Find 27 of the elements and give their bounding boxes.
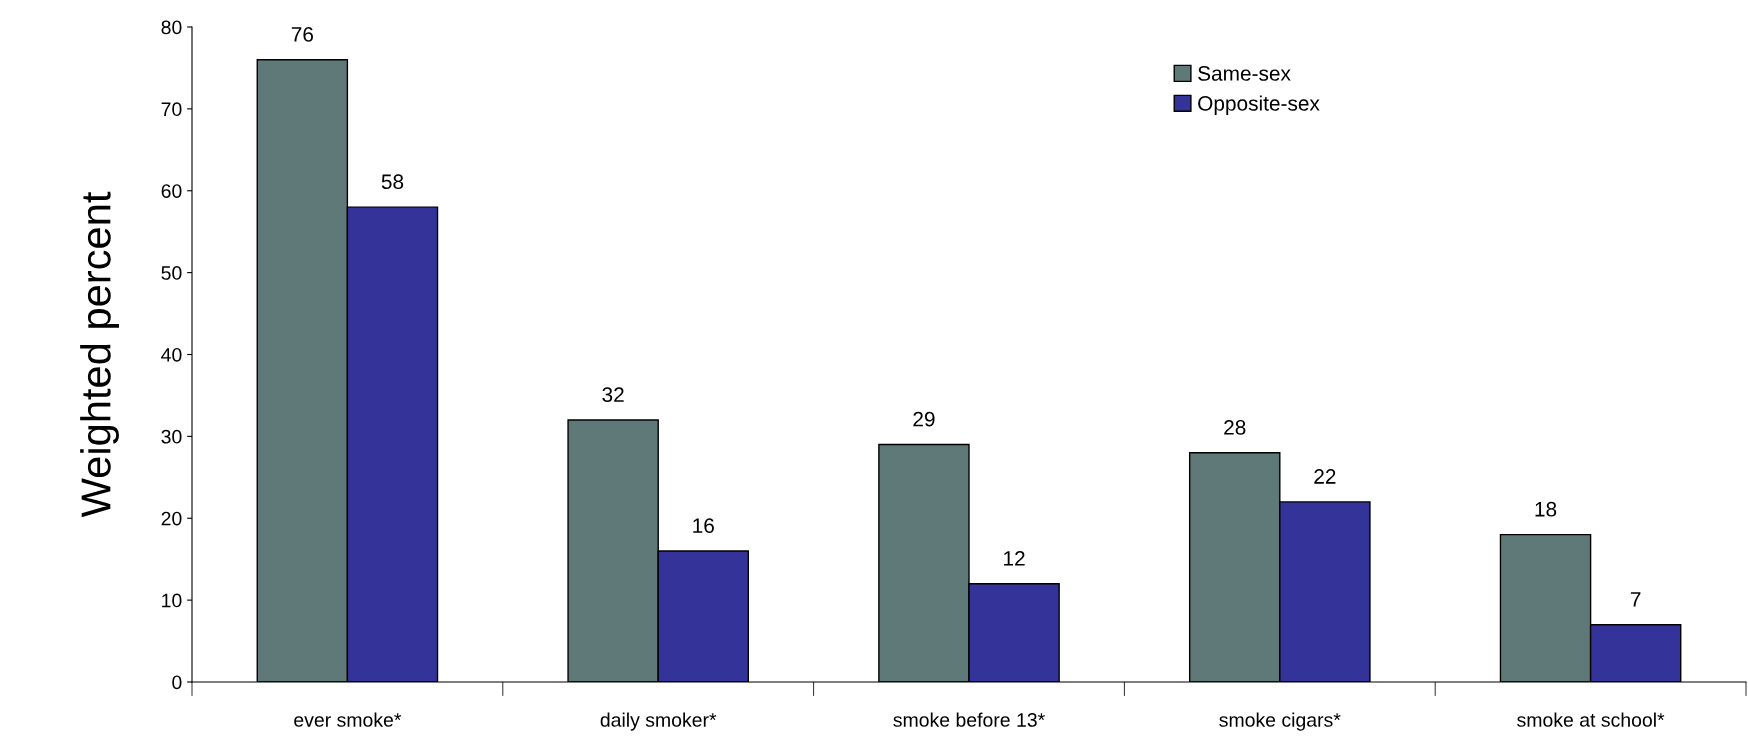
- x-tick-label: smoke cigars*: [1219, 712, 1341, 731]
- data-label: 18: [1535, 501, 1557, 517]
- x-tick-label: ever smoke*: [294, 712, 402, 727]
- data-label: 32: [602, 387, 624, 402]
- y-tick-label: 0: [172, 675, 182, 690]
- y-tick-label: 70: [161, 102, 182, 117]
- x-tick-label: smoke before 13*: [893, 712, 1045, 727]
- x-tick-label: daily smoker*: [600, 712, 717, 731]
- data-label: 29: [913, 411, 935, 427]
- data-label: 22: [1314, 469, 1336, 484]
- y-tick-label: 20: [161, 511, 182, 526]
- y-tick-label: 40: [161, 347, 182, 362]
- y-tick-label: 60: [161, 184, 182, 198]
- data-label: 58: [381, 174, 404, 190]
- y-tick-label: 80: [161, 20, 182, 35]
- y-tick-label: 10: [162, 593, 182, 608]
- data-label: 12: [1004, 550, 1025, 566]
- y-axis-title: Weighted percent: [80, 191, 119, 518]
- data-label: 16: [693, 518, 714, 533]
- data-label: 7: [1630, 592, 1641, 607]
- legend-label: Same-sex: [1198, 66, 1291, 81]
- y-tick-label: 50: [161, 266, 182, 280]
- legend-label: Opposite-sex: [1198, 95, 1320, 115]
- y-tick-label: 30: [161, 429, 182, 444]
- data-label: 28: [1224, 419, 1246, 435]
- data-label: 76: [291, 26, 314, 42]
- x-tick-label: smoke at school*: [1517, 712, 1665, 727]
